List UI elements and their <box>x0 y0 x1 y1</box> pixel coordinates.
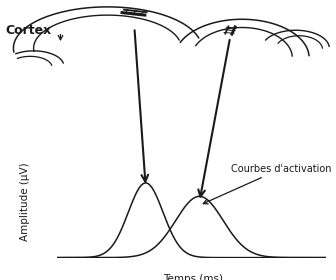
Text: Temps (ms): Temps (ms) <box>163 274 223 280</box>
Text: Amplitude (μV): Amplitude (μV) <box>20 162 31 241</box>
Text: Courbes d'activation: Courbes d'activation <box>203 164 332 204</box>
Text: Cortex: Cortex <box>5 24 51 37</box>
